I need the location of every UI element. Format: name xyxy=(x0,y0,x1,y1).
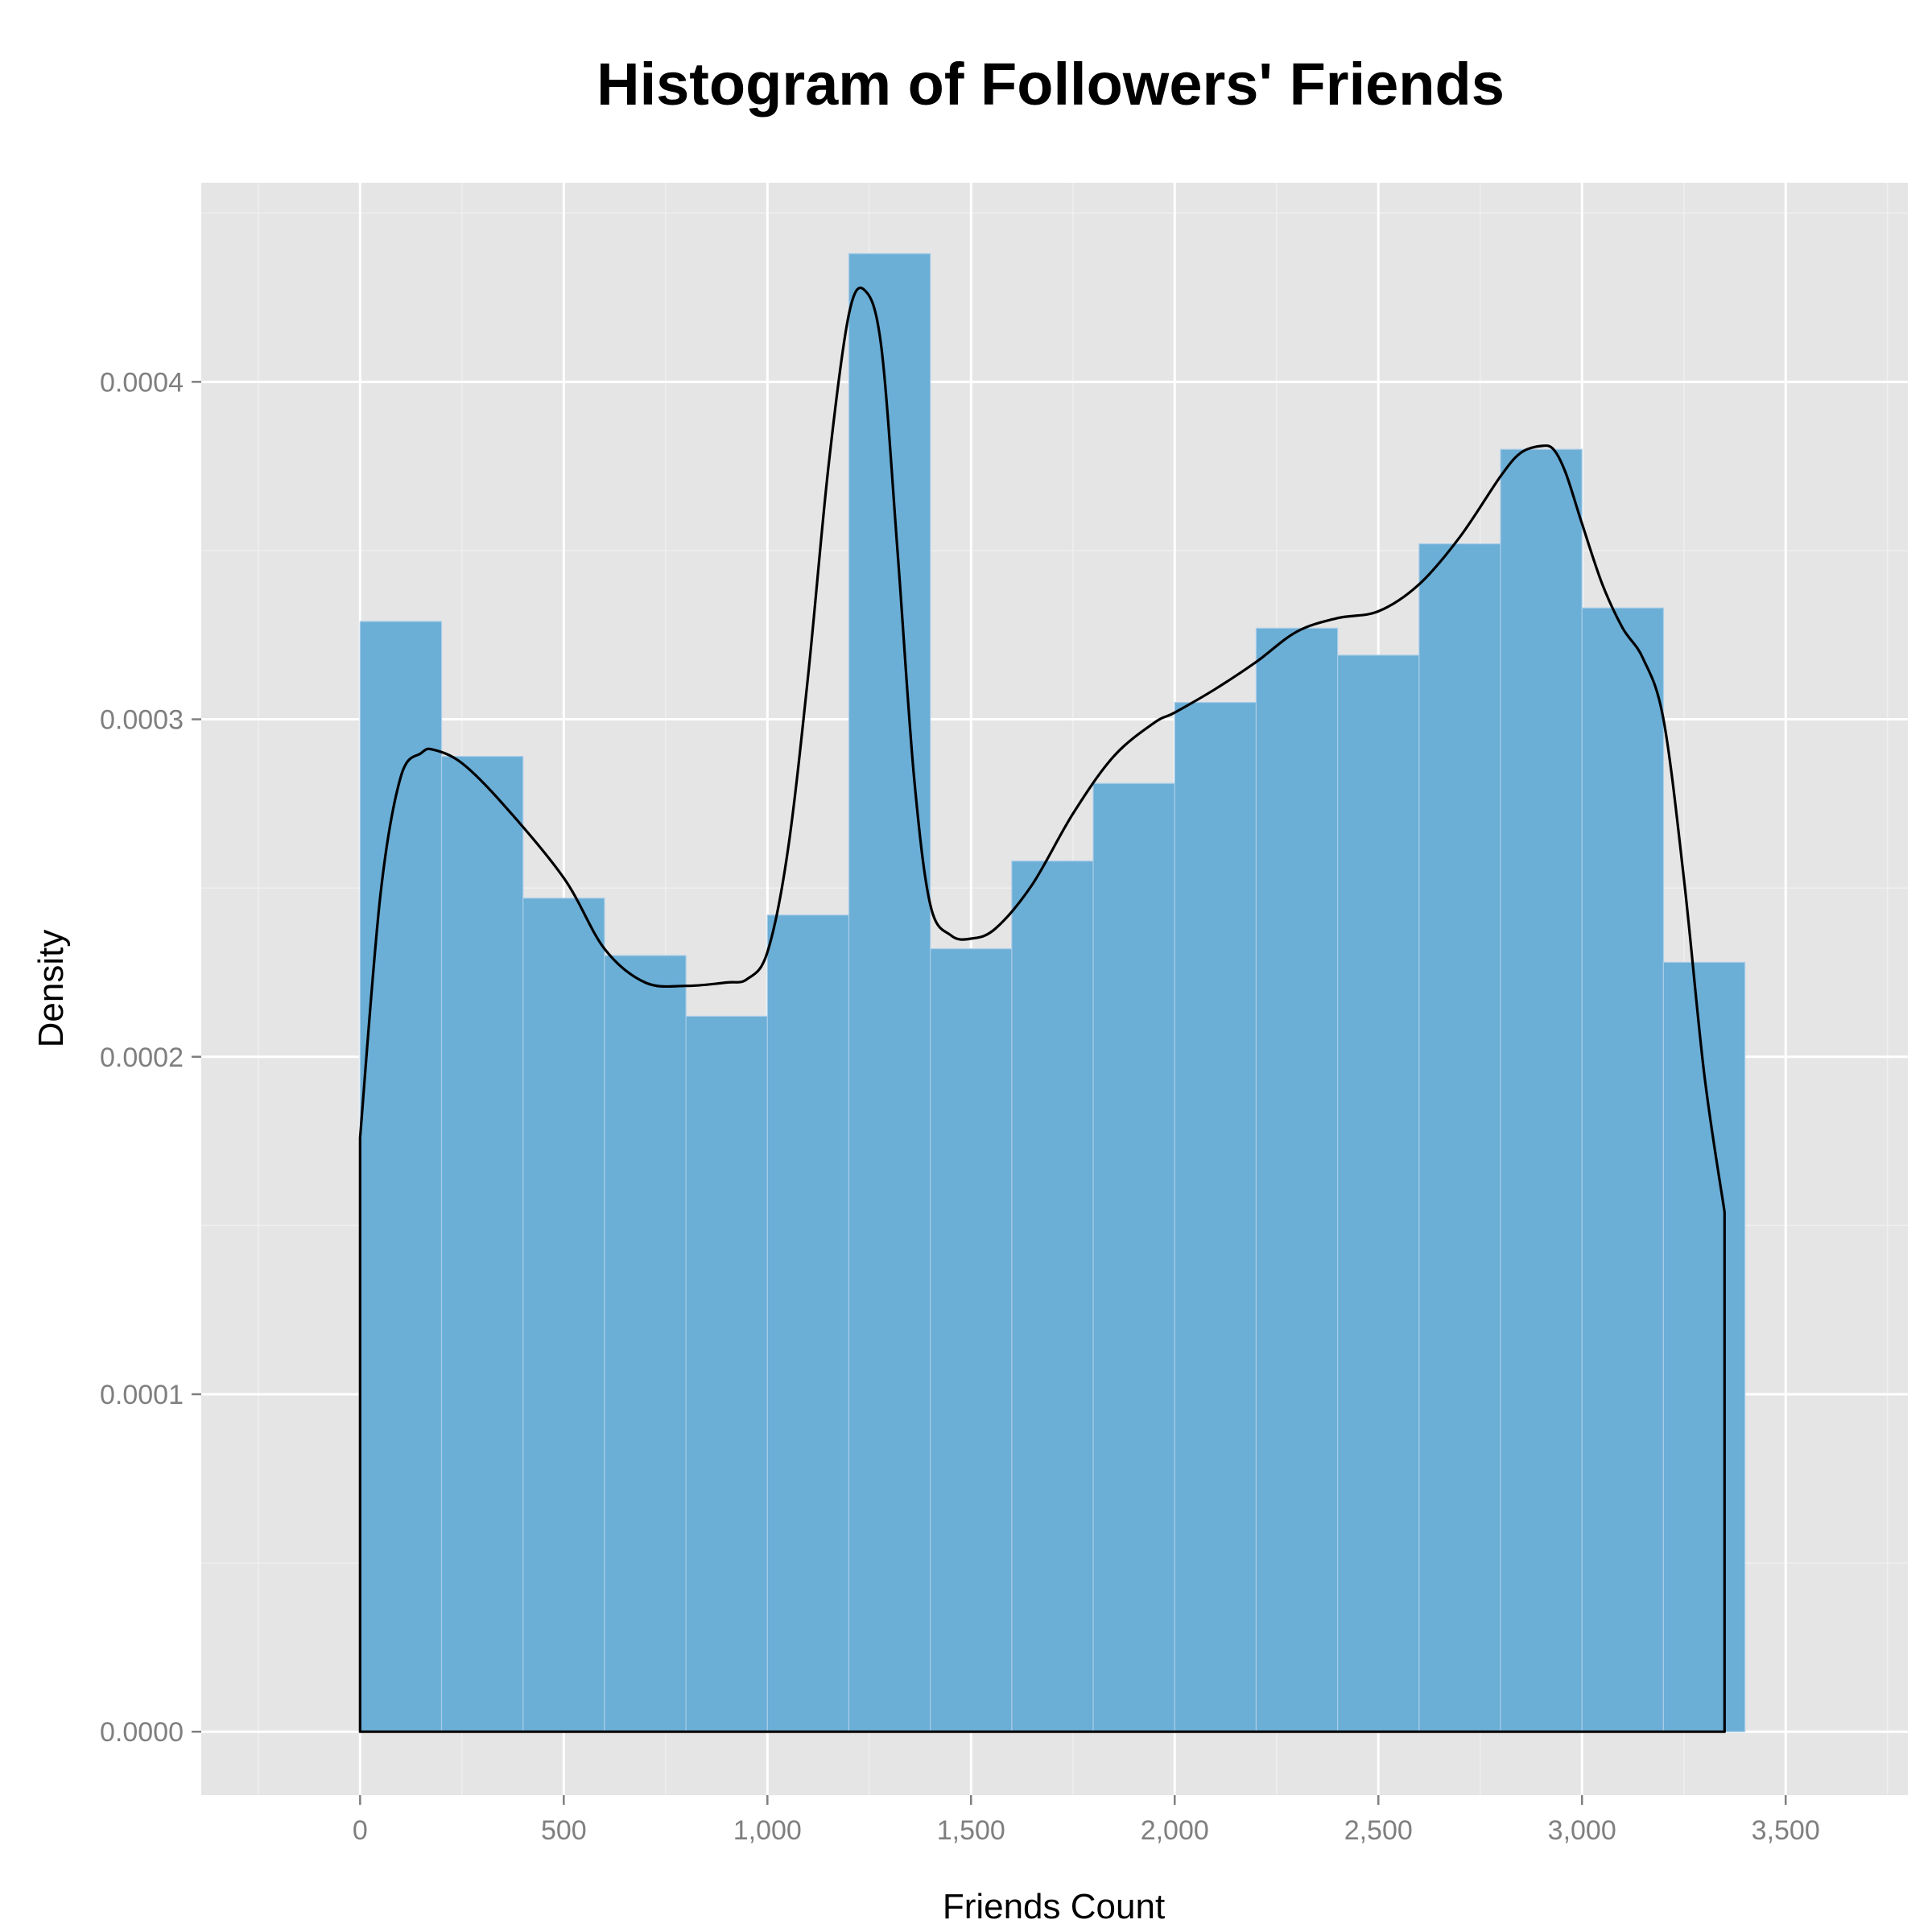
x-tick-label: 1,500 xyxy=(937,1815,1005,1846)
histogram-bar xyxy=(1500,448,1583,1732)
histogram-bar xyxy=(1337,654,1420,1732)
y-tick-label: 0.0001 xyxy=(100,1380,184,1410)
tick-labels: 0 500 1,000 1,500 2,000 2,500 3,000 3,500 0.0000… xyxy=(100,367,1820,1846)
x-tick-label: 2,500 xyxy=(1344,1815,1413,1846)
histogram-bar xyxy=(604,955,687,1732)
histogram-bar xyxy=(766,914,850,1732)
x-tick-label: 3,500 xyxy=(1752,1815,1820,1846)
x-tick-label: 0 xyxy=(353,1815,368,1846)
histogram-bars xyxy=(359,253,1746,1732)
chart-title: Histogram of Followers' Friends xyxy=(597,51,1505,118)
y-tick-label: 0.0003 xyxy=(100,705,184,736)
axis-ticks xyxy=(192,381,1787,1805)
histogram-bar xyxy=(359,621,443,1732)
x-tick-label: 3,000 xyxy=(1548,1815,1616,1846)
histogram-bar xyxy=(685,1015,768,1732)
x-axis-title: Friends Count xyxy=(943,1887,1165,1926)
x-tick-label: 500 xyxy=(541,1815,587,1846)
density-curve xyxy=(358,287,1726,1733)
histogram-bar xyxy=(1174,701,1257,1732)
histogram-bar xyxy=(1581,607,1665,1732)
y-tick-label: 0.0000 xyxy=(100,1717,184,1748)
histogram-bar xyxy=(1092,782,1175,1732)
histogram-bar xyxy=(440,756,524,1732)
histogram-bar xyxy=(1011,861,1094,1732)
histogram-bar xyxy=(522,898,605,1732)
histogram-bar xyxy=(1662,961,1746,1732)
histogram-bar xyxy=(930,948,1013,1732)
histogram-bar xyxy=(848,253,931,1732)
histogram-bar xyxy=(1255,627,1339,1732)
x-tick-label: 2,000 xyxy=(1141,1815,1209,1846)
y-axis-title: Density xyxy=(31,930,71,1048)
density-curve-layer xyxy=(358,287,1726,1733)
histogram-bar xyxy=(1418,543,1501,1732)
x-tick-label: 1,000 xyxy=(733,1815,802,1846)
y-tick-label: 0.0004 xyxy=(100,367,184,398)
y-tick-label: 0.0002 xyxy=(100,1042,184,1073)
